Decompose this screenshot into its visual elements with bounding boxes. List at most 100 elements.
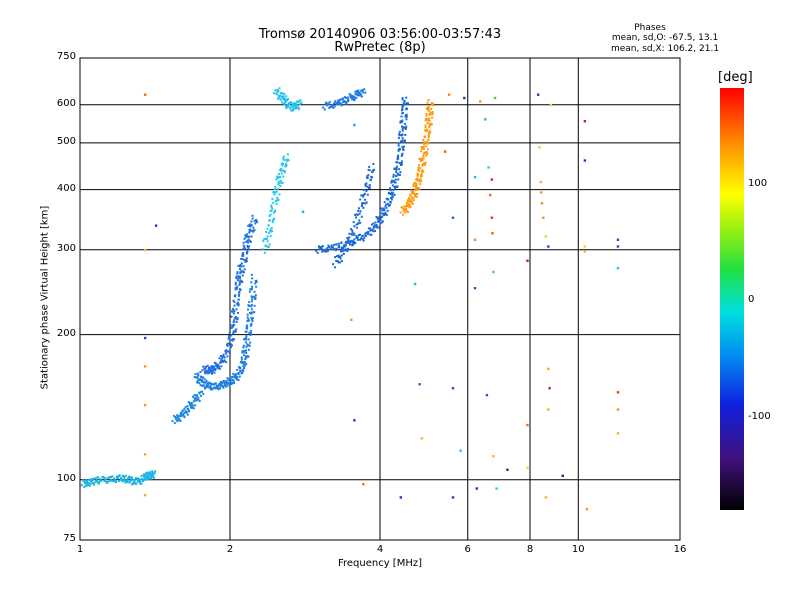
data-point bbox=[274, 191, 277, 194]
data-point bbox=[386, 202, 389, 205]
data-point bbox=[255, 285, 258, 288]
data-point bbox=[239, 369, 242, 372]
data-point bbox=[245, 363, 248, 366]
data-point bbox=[390, 196, 393, 199]
data-point bbox=[420, 174, 423, 177]
data-point bbox=[416, 186, 419, 189]
data-point bbox=[380, 221, 383, 224]
data-point bbox=[242, 365, 245, 368]
data-point bbox=[206, 364, 209, 367]
data-point bbox=[235, 287, 238, 290]
data-point bbox=[401, 120, 404, 123]
data-point bbox=[108, 476, 111, 479]
data-point bbox=[250, 322, 253, 325]
data-point bbox=[401, 137, 404, 140]
data-point bbox=[420, 146, 423, 149]
data-point bbox=[245, 335, 248, 338]
data-point bbox=[412, 199, 415, 202]
data-point bbox=[199, 384, 202, 387]
x-tick-label: 1 bbox=[76, 544, 84, 555]
data-point bbox=[118, 474, 121, 477]
x-tick-label: 2 bbox=[226, 544, 234, 555]
data-point bbox=[144, 474, 147, 477]
data-point bbox=[225, 385, 228, 388]
data-point bbox=[113, 478, 116, 481]
data-point bbox=[248, 344, 251, 347]
data-point bbox=[398, 168, 401, 171]
data-point bbox=[194, 404, 197, 407]
data-point bbox=[357, 207, 360, 210]
data-point bbox=[291, 102, 294, 105]
data-point bbox=[200, 390, 203, 393]
chart-title-line1: Tromsø 20140906 03:56:00-03:57:43 bbox=[258, 27, 502, 42]
data-point bbox=[123, 476, 126, 479]
data-point bbox=[284, 165, 287, 168]
data-point bbox=[404, 208, 407, 211]
data-point bbox=[346, 249, 349, 252]
data-point bbox=[205, 379, 208, 382]
data-point bbox=[254, 219, 257, 222]
data-point bbox=[227, 350, 230, 353]
data-point bbox=[234, 316, 237, 319]
data-point bbox=[276, 97, 279, 100]
data-point bbox=[429, 111, 432, 114]
data-point bbox=[281, 169, 284, 172]
scatter-point bbox=[544, 496, 548, 499]
data-point bbox=[199, 378, 202, 381]
data-point bbox=[207, 384, 210, 387]
data-point bbox=[265, 230, 268, 233]
data-point bbox=[321, 245, 324, 248]
data-point bbox=[383, 201, 386, 204]
data-point bbox=[232, 379, 235, 382]
data-point bbox=[249, 239, 252, 242]
data-point bbox=[430, 108, 433, 111]
data-point bbox=[410, 201, 413, 204]
data-point bbox=[204, 372, 207, 375]
data-point bbox=[132, 481, 135, 484]
data-point bbox=[357, 94, 360, 97]
data-point bbox=[298, 108, 301, 111]
scatter-point bbox=[475, 487, 478, 490]
data-point bbox=[180, 411, 183, 414]
data-point bbox=[206, 371, 209, 374]
scatter-point bbox=[143, 453, 147, 456]
scatter-point bbox=[143, 93, 147, 96]
data-point bbox=[152, 476, 155, 479]
data-point bbox=[205, 365, 208, 368]
data-point bbox=[362, 206, 365, 209]
data-point bbox=[230, 381, 233, 384]
data-point bbox=[409, 193, 412, 196]
data-point bbox=[330, 105, 333, 108]
data-point bbox=[408, 200, 411, 203]
data-point bbox=[247, 235, 250, 238]
data-point bbox=[397, 157, 400, 160]
data-point bbox=[233, 301, 236, 304]
data-point bbox=[233, 375, 236, 378]
colorbar-unit-label: [deg] bbox=[718, 70, 753, 85]
data-point bbox=[359, 233, 362, 236]
data-point bbox=[270, 205, 273, 208]
data-point bbox=[424, 117, 427, 120]
scatter-point bbox=[447, 93, 451, 96]
data-point bbox=[351, 229, 354, 232]
data-point bbox=[374, 229, 377, 232]
data-point bbox=[212, 365, 215, 368]
data-point bbox=[190, 403, 193, 406]
data-point bbox=[280, 95, 283, 98]
data-point bbox=[425, 112, 428, 115]
data-point bbox=[144, 478, 147, 481]
data-point bbox=[100, 480, 103, 483]
data-point bbox=[222, 355, 225, 358]
data-point bbox=[348, 243, 351, 246]
data-point bbox=[415, 188, 418, 191]
data-point bbox=[214, 368, 217, 371]
data-point bbox=[353, 233, 356, 236]
data-point bbox=[410, 189, 413, 192]
data-point bbox=[245, 349, 248, 352]
data-point bbox=[254, 282, 257, 285]
data-point bbox=[251, 300, 254, 303]
data-point bbox=[88, 481, 91, 484]
data-point bbox=[338, 101, 341, 104]
data-point bbox=[332, 248, 335, 251]
data-point bbox=[400, 121, 403, 124]
